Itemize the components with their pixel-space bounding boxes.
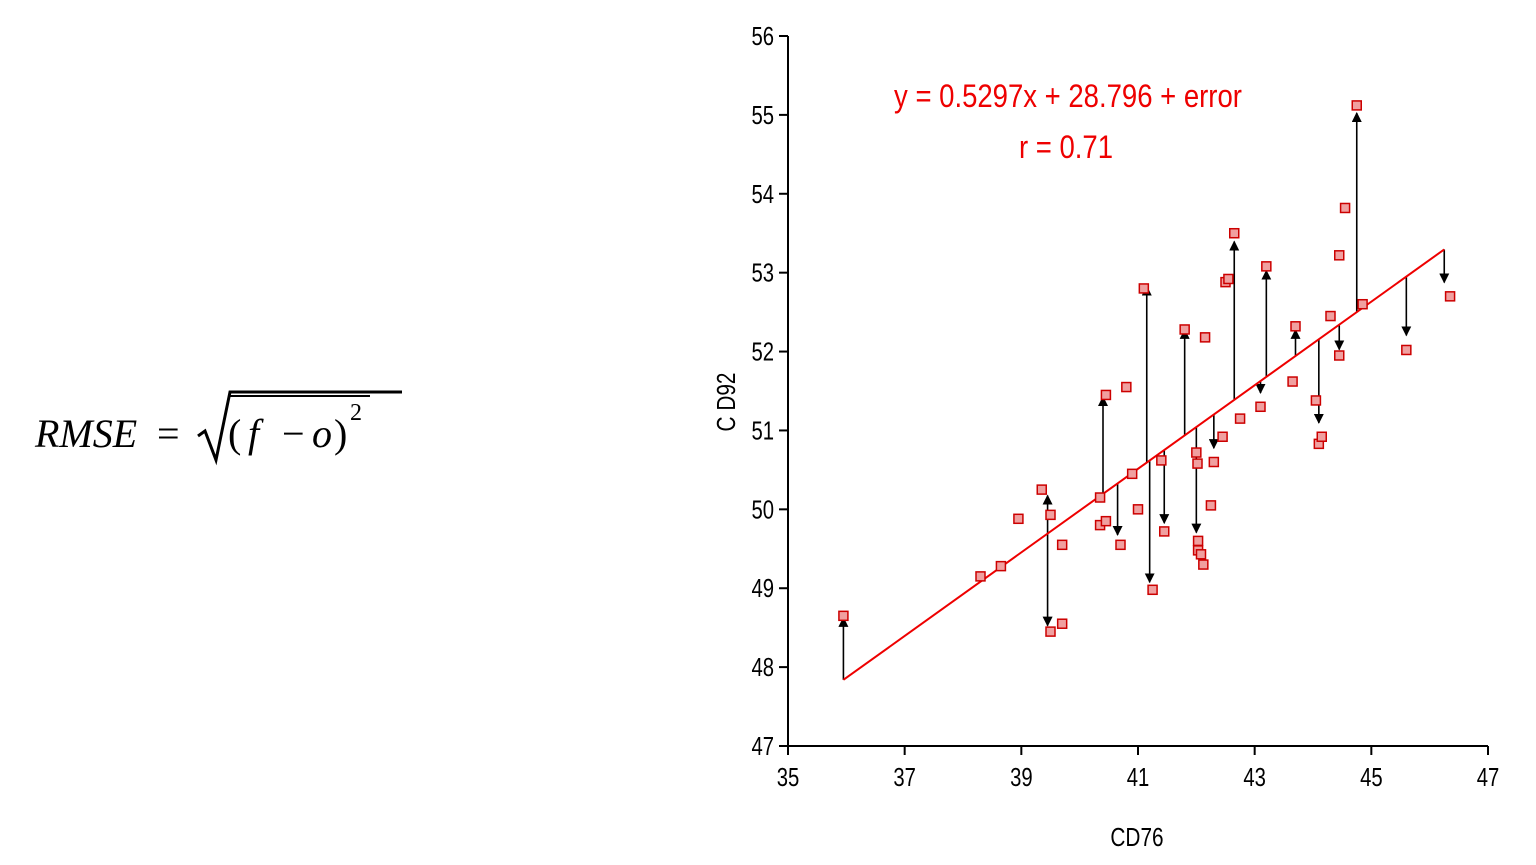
x-tick-label: 41 <box>1127 763 1150 792</box>
x-tick-label: 47 <box>1477 763 1500 792</box>
data-point <box>1287 376 1298 387</box>
data-point <box>1351 100 1362 111</box>
y-tick-label: 50 <box>751 495 774 524</box>
data-point <box>1192 535 1204 547</box>
data-point <box>1179 324 1190 335</box>
data-point <box>1036 484 1047 495</box>
chart-axes <box>779 35 1489 755</box>
tick-labels: 47 48 49 50 51 52 53 54 55 56 35 37 39 41 43 45 47 <box>751 22 1499 792</box>
y-tick-label: 47 <box>751 732 774 761</box>
data-point <box>1132 504 1144 515</box>
data-point <box>1339 202 1351 214</box>
data-point <box>1255 401 1266 413</box>
data-point <box>1217 431 1228 443</box>
formula-lhs: RMSE <box>34 411 137 456</box>
data-point <box>1223 273 1234 285</box>
data-point <box>1401 344 1412 356</box>
data-point <box>1444 291 1456 302</box>
y-tick-label: 55 <box>751 100 774 129</box>
x-tick-label: 45 <box>1360 763 1383 792</box>
data-point <box>1261 261 1272 272</box>
data-point <box>1191 447 1202 458</box>
regression-line <box>842 248 1445 681</box>
data-point <box>1156 455 1167 466</box>
data-point <box>1056 539 1068 551</box>
formula-o: o <box>312 411 332 456</box>
data-points <box>838 100 1456 637</box>
data-point <box>1056 618 1068 629</box>
scatter-chart: 47 48 49 50 51 52 53 54 55 56 35 37 39 41 43 45 47 y = 0… <box>712 22 1499 852</box>
data-point <box>1100 515 1112 527</box>
data-point <box>1138 283 1150 294</box>
x-tick-label: 35 <box>777 763 800 792</box>
data-point <box>1159 526 1170 537</box>
data-point <box>975 571 986 582</box>
x-axis-label: CD76 <box>1110 823 1163 852</box>
data-point <box>1310 395 1322 406</box>
data-point <box>1234 413 1246 424</box>
data-point <box>1325 310 1336 322</box>
data-point <box>1045 626 1056 637</box>
regression-line-group <box>842 248 1445 681</box>
residual-arrows <box>838 111 1450 680</box>
data-point <box>1094 492 1106 503</box>
data-point <box>1198 559 1209 570</box>
formula-f: f <box>248 411 264 456</box>
data-point <box>1334 250 1345 261</box>
formula-minus: − <box>282 411 305 456</box>
data-point <box>1147 584 1158 596</box>
data-point <box>1195 549 1207 560</box>
annotation-r: r = 0.71 <box>1019 130 1113 165</box>
formula-open-paren: ( <box>228 411 241 456</box>
y-tick-label: 52 <box>751 337 774 366</box>
y-tick-label: 53 <box>751 258 774 287</box>
data-point <box>1115 539 1126 551</box>
annotation-equation: y = 0.5297x + 28.796 + error <box>894 79 1242 114</box>
data-point <box>1334 350 1345 361</box>
formula-equals: = <box>157 411 180 456</box>
data-point <box>1316 431 1327 443</box>
data-point <box>1229 227 1240 239</box>
y-tick-label: 51 <box>751 416 774 445</box>
data-point <box>1045 509 1056 521</box>
radical-sign <box>197 390 402 466</box>
data-point <box>1100 389 1112 401</box>
data-point <box>1205 500 1217 511</box>
data-point <box>1013 513 1024 525</box>
formula-close-paren: ) <box>334 411 347 456</box>
data-point <box>1357 298 1368 310</box>
x-tick-label: 43 <box>1243 763 1266 792</box>
data-point <box>1126 468 1138 480</box>
x-tick-label: 39 <box>1010 763 1033 792</box>
y-tick-label: 54 <box>751 179 774 208</box>
data-point <box>1199 332 1211 343</box>
data-point <box>995 560 1007 572</box>
y-tick-label: 56 <box>751 22 774 51</box>
data-point <box>838 610 849 622</box>
y-axis-label: C D92 <box>712 373 741 432</box>
rmse-formula: RMSE = ( f − o ) 2 <box>34 390 402 466</box>
formula-exponent: 2 <box>350 400 362 426</box>
data-point <box>1290 321 1301 332</box>
data-point <box>1192 458 1203 469</box>
y-tick-label: 48 <box>751 653 774 682</box>
x-tick-label: 37 <box>893 763 916 792</box>
data-point <box>1208 456 1220 468</box>
y-tick-label: 49 <box>751 574 774 603</box>
data-point <box>1121 381 1132 393</box>
